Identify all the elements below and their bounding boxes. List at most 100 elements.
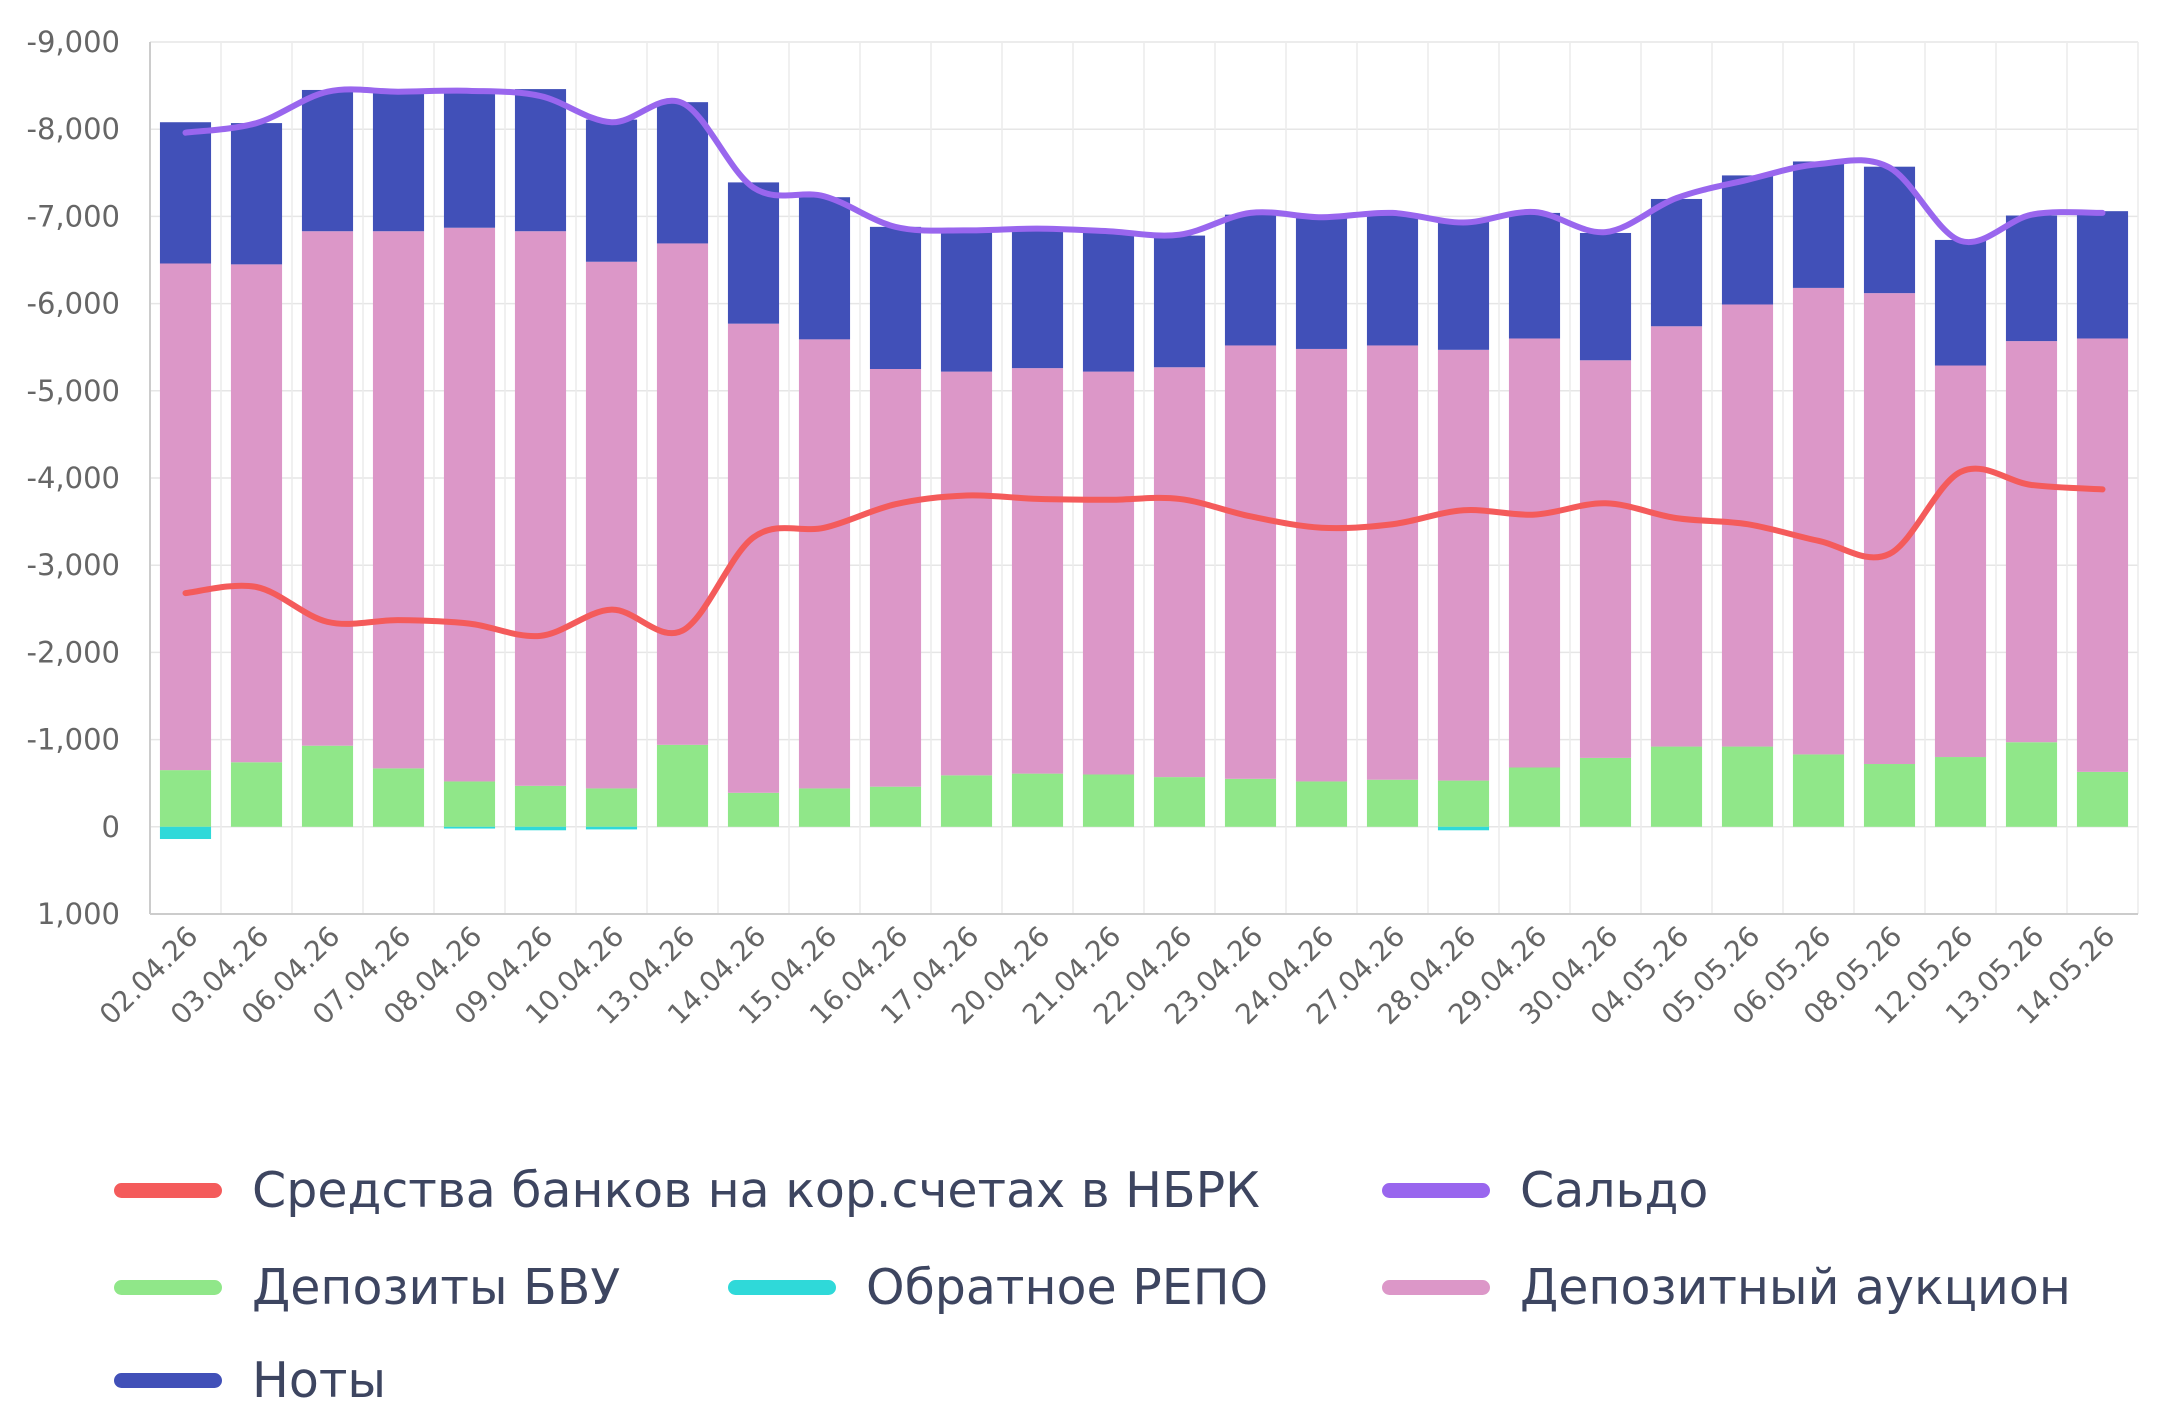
lines bbox=[182, 86, 2106, 640]
bar-segment bbox=[585, 788, 638, 827]
bar-segment bbox=[1863, 764, 1916, 827]
y-tick-label: -7,000 bbox=[27, 199, 121, 233]
bar-segment bbox=[514, 89, 567, 232]
bar-segment bbox=[514, 785, 567, 827]
bar-segment bbox=[1437, 780, 1490, 827]
bar-segment bbox=[372, 89, 425, 232]
bar-segment bbox=[1508, 212, 1561, 339]
bar-segment bbox=[1792, 754, 1845, 827]
bar-segment bbox=[514, 231, 567, 786]
bar-segment bbox=[301, 231, 354, 746]
y-tick-label: 1,000 bbox=[37, 897, 120, 931]
bar-segment bbox=[1011, 368, 1064, 774]
bar-segment bbox=[656, 102, 709, 244]
bar-segment bbox=[159, 122, 212, 264]
x-axis-ticks: 02.04.2603.04.2606.04.2607.04.2608.04.26… bbox=[93, 920, 2122, 1032]
bar-segment bbox=[585, 261, 638, 789]
y-tick-label: 0 bbox=[102, 810, 120, 844]
bar-segment bbox=[1366, 345, 1419, 780]
bar-segment bbox=[940, 371, 993, 776]
bar-segment bbox=[443, 89, 496, 228]
bar-segment bbox=[159, 263, 212, 771]
bar-segment bbox=[1082, 231, 1135, 372]
bar-segment bbox=[1721, 175, 1774, 305]
bar-segment bbox=[1011, 773, 1064, 827]
bar-segment bbox=[1011, 227, 1064, 369]
bar-segment bbox=[230, 123, 283, 265]
bars bbox=[159, 89, 2129, 840]
bar-segment bbox=[1508, 338, 1561, 768]
y-tick-label: -2,000 bbox=[27, 635, 121, 669]
bar-segment bbox=[1579, 232, 1632, 361]
bar-segment bbox=[1792, 161, 1845, 288]
bar-segment bbox=[869, 786, 922, 827]
bar-segment bbox=[1082, 774, 1135, 827]
series-line bbox=[182, 465, 2106, 640]
bar-segment bbox=[1508, 767, 1561, 827]
bar-segment bbox=[656, 744, 709, 827]
bar-segment bbox=[1437, 221, 1490, 350]
bar-segment bbox=[1792, 287, 1845, 755]
bar-segment bbox=[443, 227, 496, 782]
bar-segment bbox=[727, 182, 780, 324]
bar-segment bbox=[2076, 338, 2129, 772]
bar-segment bbox=[301, 745, 354, 827]
bar-segment bbox=[1437, 826, 1490, 831]
y-axis-ticks: -9,000 -8,000 -7,000 -6,000 -5,000 -4,000 -3,0… bbox=[27, 25, 121, 931]
bar-segment bbox=[798, 197, 851, 340]
bar-segment bbox=[1366, 779, 1419, 827]
bar-segment bbox=[1863, 293, 1916, 765]
bar-segment bbox=[159, 826, 212, 840]
bar-segment bbox=[443, 826, 496, 829]
bar-segment bbox=[443, 781, 496, 827]
bar-segment bbox=[372, 231, 425, 769]
bar-segment bbox=[1224, 214, 1277, 346]
y-tick-label: -9,000 bbox=[27, 25, 121, 59]
bar-segment bbox=[1437, 349, 1490, 781]
bar-segment bbox=[1153, 235, 1206, 368]
bar-segment bbox=[1082, 371, 1135, 775]
bar-segment bbox=[1579, 360, 1632, 758]
bar-segment bbox=[1153, 777, 1206, 827]
bar-segment bbox=[798, 788, 851, 827]
y-tick-label: -3,000 bbox=[27, 548, 121, 582]
bar-segment bbox=[1650, 198, 1703, 327]
bar-segment bbox=[1295, 348, 1348, 782]
bar-segment bbox=[1650, 746, 1703, 827]
bar-segment bbox=[940, 230, 993, 372]
bar-segment bbox=[1721, 746, 1774, 827]
bar-segment bbox=[727, 792, 780, 827]
bar-segment bbox=[2076, 771, 2129, 827]
bar-segment bbox=[1934, 239, 1987, 366]
y-tick-label: -6,000 bbox=[27, 287, 121, 321]
bar-segment bbox=[585, 826, 638, 830]
bar-segment bbox=[301, 89, 354, 232]
bar-segment bbox=[1366, 213, 1419, 346]
bar-segment bbox=[514, 826, 567, 831]
bar-segment bbox=[1295, 218, 1348, 349]
bar-segment bbox=[1295, 781, 1348, 827]
bar-segment bbox=[869, 226, 922, 369]
bar-segment bbox=[1224, 345, 1277, 779]
bar-segment bbox=[230, 762, 283, 827]
bar-segment bbox=[2076, 211, 2129, 339]
bar-segment bbox=[159, 770, 212, 827]
bar-segment bbox=[940, 775, 993, 827]
bar-segment bbox=[1934, 757, 1987, 827]
y-tick-label: -8,000 bbox=[27, 112, 121, 146]
bar-segment bbox=[1863, 166, 1916, 294]
y-tick-label: -1,000 bbox=[27, 723, 121, 757]
bar-segment bbox=[1153, 367, 1206, 778]
bar-segment bbox=[372, 768, 425, 827]
bar-segment bbox=[2005, 341, 2058, 743]
bar-segment bbox=[1650, 326, 1703, 747]
bar-segment bbox=[1579, 757, 1632, 827]
bar-segment bbox=[798, 339, 851, 789]
series-line bbox=[182, 86, 2106, 246]
bar-segment bbox=[1224, 778, 1277, 827]
bar-segment bbox=[656, 243, 709, 745]
y-tick-label: -5,000 bbox=[27, 374, 121, 408]
bar-segment bbox=[230, 264, 283, 763]
bar-segment bbox=[869, 369, 922, 787]
